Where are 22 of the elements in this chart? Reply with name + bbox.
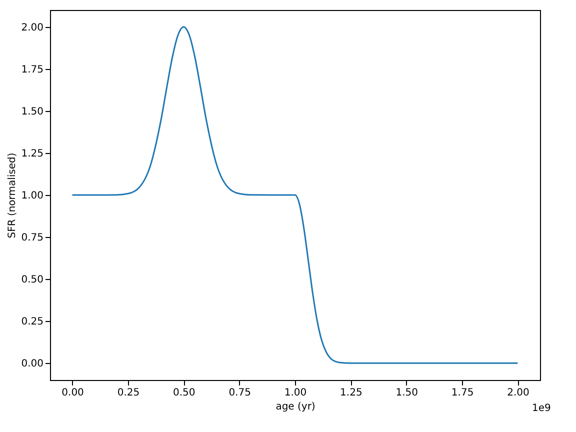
- x-axis-title: age (yr): [276, 402, 316, 412]
- x-tick-label: 0.75: [228, 388, 251, 398]
- x-tick-label: 0.00: [62, 388, 84, 398]
- y-tick-label: 0.75: [21, 232, 44, 244]
- x-tick-label: 1.50: [396, 388, 418, 398]
- x-tick-label: 0.50: [173, 388, 196, 398]
- line-series: [72, 26, 518, 364]
- y-tick-label: 0.50: [21, 274, 44, 286]
- y-tick-label: 1.00: [21, 190, 44, 202]
- x-tick-label: 0.25: [117, 388, 140, 398]
- x-tick-label: 2.00: [507, 388, 530, 398]
- y-tick-label: 2.00: [21, 22, 44, 34]
- y-tick-label: 1.25: [21, 148, 44, 160]
- x-tick-label: 1.00: [284, 388, 307, 398]
- y-tick-label: 0.00: [21, 358, 44, 370]
- text: 1e9: [532, 403, 551, 414]
- y-axis-title: SFR (normalised): [7, 152, 18, 238]
- y-tick-label: 1.50: [21, 106, 44, 118]
- x-tick-label: 1.25: [340, 388, 362, 398]
- y-tick-label: 0.25: [21, 316, 44, 328]
- y-tick-label: 1.75: [21, 64, 44, 76]
- x-tick-label: 1.75: [451, 388, 474, 398]
